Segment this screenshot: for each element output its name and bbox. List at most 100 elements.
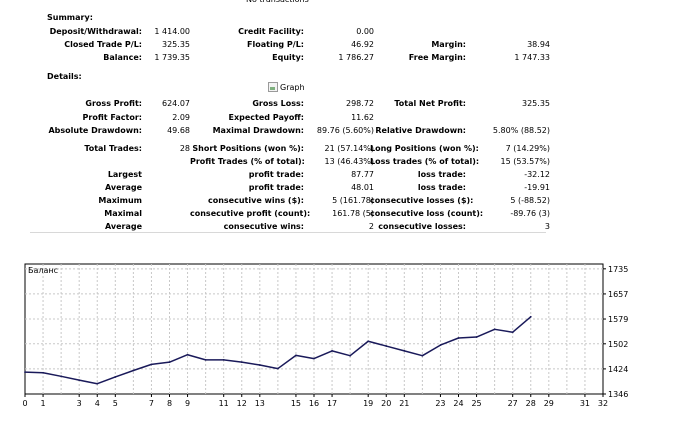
detail-label-2: consecutive wins:: [223, 222, 304, 231]
detail-label-3: consecutive loss (count):: [370, 209, 484, 218]
detail-label-2: Gross Loss:: [252, 99, 304, 108]
balance-point: [186, 353, 189, 356]
balance-point: [114, 376, 117, 378]
divider: [30, 232, 546, 233]
balance-point: [276, 367, 279, 370]
summary-value-3: 38.94: [527, 40, 550, 49]
balance-point: [367, 340, 370, 343]
balance-chart: 0 1 3 4 5 7 8 9 11 12 13 15 16 17 19 20 21 23 24 25 27 28 29 31…: [22, 263, 628, 408]
x-tick-label: 24: [453, 399, 463, 408]
x-tick-label: 5: [113, 399, 118, 408]
balance-point: [385, 345, 388, 347]
x-tick-label: 8: [167, 399, 172, 408]
detail-value-3: -89.76 (3): [510, 209, 550, 218]
balance-point: [493, 328, 496, 331]
broken-image-icon: [268, 82, 278, 92]
balance-point: [511, 331, 514, 334]
detail-label-1: Absolute Drawdown:: [48, 126, 142, 135]
x-tick-label: 0: [22, 399, 27, 408]
x-tick-label: 9: [185, 399, 190, 408]
balance-point: [222, 358, 225, 361]
detail-value-3: 325.35: [522, 99, 550, 108]
detail-value-3: 15 (53.57%): [500, 157, 550, 166]
summary-value-2: 0.00: [356, 27, 374, 36]
graph-alt-text: Graph: [280, 82, 305, 92]
x-tick-label: 29: [544, 399, 554, 408]
detail-label-3: Total Net Profit:: [394, 99, 466, 108]
summary-label-3: Free Margin:: [408, 53, 466, 62]
balance-point: [132, 369, 135, 372]
detail-category: Average: [104, 222, 142, 231]
detail-label-2: Maximal Drawdown:: [212, 126, 304, 135]
y-tick-label: 1502: [608, 340, 628, 349]
x-tick-label: 12: [237, 399, 247, 408]
y-tick-label: 1579: [608, 315, 628, 324]
detail-label-1: Gross Profit:: [85, 99, 142, 108]
x-tick-label: 7: [149, 399, 154, 408]
balance-point: [439, 344, 442, 346]
detail-value-1: 624.07: [162, 99, 190, 108]
balance-point: [258, 364, 261, 366]
summary-value-2: 46.92: [351, 40, 374, 49]
summary-value-1: 1 739.35: [154, 53, 190, 62]
detail-value-3: 5 (-88.52): [510, 196, 550, 205]
detail-label-2: Profit Trades (% of total):: [190, 157, 305, 166]
chart-title: Баланс: [28, 266, 58, 275]
detail-value-2: 89.76 (5.60%): [316, 126, 374, 135]
detail-value-2: 21 (57.14%): [324, 144, 374, 153]
balance-point: [475, 336, 478, 338]
detail-category: Largest: [107, 170, 142, 179]
detail-label-2: consecutive wins ($):: [207, 196, 304, 205]
detail-value-3: 7 (14.29%): [505, 144, 550, 153]
detail-label-1: Total Trades:: [84, 144, 142, 153]
detail-label-2: profit trade:: [248, 170, 304, 179]
x-tick-label: 15: [291, 399, 301, 408]
report-stats: No transactions Summary: Deposit/Withdrawa…: [0, 0, 560, 236]
balance-point: [457, 337, 460, 339]
x-tick-label: 31: [580, 399, 590, 408]
balance-point: [60, 375, 63, 378]
detail-value-1: 49.68: [167, 126, 190, 135]
balance-point: [96, 382, 99, 385]
detail-value-3: 3: [544, 222, 550, 231]
y-tick-label: 1735: [608, 265, 628, 274]
x-tick-label: 19: [363, 399, 373, 408]
detail-value-2: 48.01: [351, 183, 374, 192]
detail-category: Average: [104, 183, 142, 192]
x-tick-label: 27: [508, 399, 518, 408]
detail-value-1: 28: [179, 144, 190, 153]
detail-label-3: Loss trades (% of total):: [370, 157, 480, 166]
balance-point: [421, 354, 424, 357]
balance-point: [78, 379, 81, 382]
balance-point: [331, 349, 333, 352]
details-label: Details:: [47, 72, 82, 81]
summary-label-1: Deposit/Withdrawal:: [49, 27, 142, 36]
detail-category: Maximal: [104, 209, 142, 218]
balance-point: [313, 357, 315, 360]
summary-label-1: Balance:: [103, 53, 142, 62]
report-title: No transactions: [246, 0, 309, 4]
x-tick-label: 11: [219, 399, 229, 408]
summary-label-2: Equity:: [272, 53, 304, 62]
balance-point: [403, 349, 406, 352]
detail-value-2: 2: [368, 222, 374, 231]
detail-value-3: 5.80% (88.52): [492, 126, 550, 135]
detail-label-1: Profit Factor:: [82, 113, 142, 122]
balance-point: [349, 354, 352, 357]
detail-value-2: 5 (161.78): [332, 196, 374, 205]
x-tick-label: 25: [471, 399, 481, 408]
detail-label-3: Long Positions (won %):: [370, 144, 479, 153]
graph-image-placeholder: Graph: [268, 82, 305, 92]
detail-label-2: consecutive profit (count):: [190, 209, 311, 218]
summary-value-2: 1 786.27: [338, 53, 374, 62]
x-tick-label: 4: [95, 399, 100, 408]
x-tick-label: 32: [598, 399, 608, 408]
detail-value-2: 11.62: [351, 113, 374, 122]
detail-label-2: profit trade:: [248, 183, 304, 192]
x-tick-label: 3: [77, 399, 82, 408]
detail-label-2: Short Positions (won %):: [192, 144, 304, 153]
y-tick-label: 1424: [608, 365, 628, 374]
summary-label-2: Floating P/L:: [247, 40, 304, 49]
balance-point: [204, 358, 207, 361]
x-tick-label: 16: [309, 399, 319, 408]
